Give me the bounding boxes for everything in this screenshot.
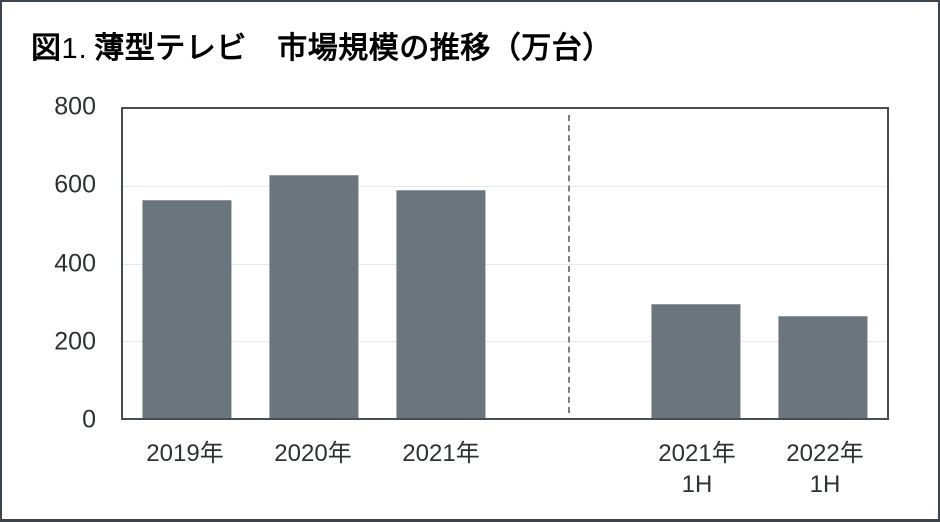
bar [651, 304, 741, 418]
bar-slots [123, 109, 887, 418]
chart-title-text: 薄型テレビ 市場規模の推移（万台） [94, 32, 613, 65]
gridline [123, 186, 887, 188]
bar [269, 174, 359, 418]
x-axis-labels: 2019年 2020年 2021年 2021年 1H 2022年 1H [121, 438, 889, 500]
x-tick-label: 2020年 [274, 440, 352, 467]
gridline [123, 263, 887, 265]
x-tick-label: 2022年 1H [786, 440, 864, 498]
bar-slot [123, 109, 250, 418]
x-tick-label: 2021年 1H [658, 440, 736, 498]
y-tick-label: 400 [54, 249, 96, 277]
x-tick-label: 2021年 [402, 440, 480, 467]
bar-slot [632, 109, 759, 418]
bar-slot [378, 109, 505, 418]
bar-slot [760, 109, 887, 418]
chart-title-figure-label: 図 [31, 32, 62, 65]
y-axis-labels: 800 600 400 200 0 [20, 94, 96, 432]
bar [142, 199, 232, 418]
gridline [123, 340, 887, 342]
bar-slot [250, 109, 377, 418]
y-tick-label: 800 [54, 92, 96, 121]
chart-title: 図1. 薄型テレビ 市場規模の推移（万台） [31, 23, 613, 67]
chart-title-figure-number: 1. [61, 33, 88, 65]
x-tick-label [505, 438, 633, 500]
x-tick-label: 2019年 [146, 440, 224, 467]
plot-area [121, 107, 889, 420]
y-tick-label: 200 [54, 327, 96, 356]
bar [778, 315, 868, 418]
y-tick-label: 600 [54, 170, 96, 199]
period-divider-dashed-line [567, 115, 570, 413]
bar [396, 190, 486, 418]
y-tick-label: 0 [82, 405, 96, 434]
